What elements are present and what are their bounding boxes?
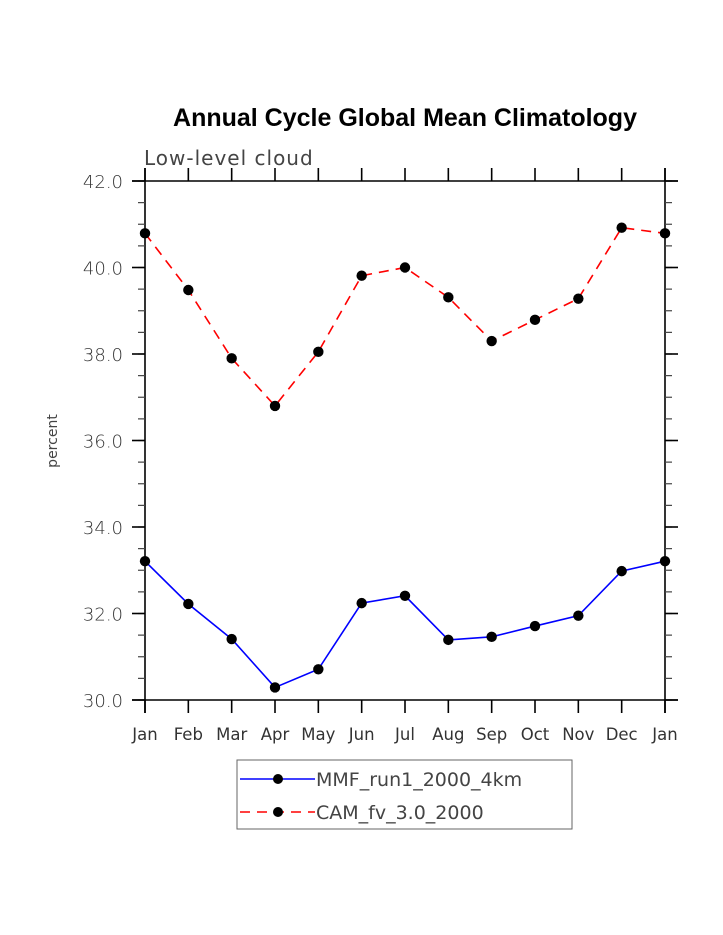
data-point — [183, 284, 194, 296]
axes: Jan Feb Mar Apr May Jun Jul Aug Sep Oct Nov Dec Jan 3… — [83, 168, 678, 744]
data-point — [616, 565, 627, 577]
y-tick-label: 34.0 — [83, 518, 123, 539]
x-tick-label: Oct — [521, 725, 550, 744]
x-tick-label: Aug — [432, 725, 464, 744]
x-tick-label: Jul — [394, 725, 415, 744]
data-point — [659, 228, 671, 239]
legend: MMF_run1_2000_4km CAM_fv_3.0_2000 — [236, 759, 573, 830]
x-tick-label: Nov — [562, 725, 594, 744]
data-point — [443, 634, 454, 646]
data-point — [529, 314, 541, 326]
data-point — [486, 335, 497, 347]
data-point — [269, 682, 281, 693]
legend-label-mmf: MMF_run1_2000_4km — [316, 769, 522, 791]
x-tick-label: Sep — [476, 725, 507, 744]
data-point — [226, 353, 237, 364]
x-tick-label: Jan — [131, 725, 157, 744]
series-line — [144, 560, 666, 689]
legend-marker-cam — [273, 807, 283, 817]
x-tick-label: Jan — [651, 725, 677, 744]
data-point — [313, 346, 324, 358]
y-tick-label: 38.0 — [83, 345, 123, 366]
data-point — [486, 631, 497, 643]
legend-label-cam: CAM_fv_3.0_2000 — [316, 802, 484, 824]
x-tick-label: Dec — [606, 725, 638, 744]
data-point — [356, 597, 367, 609]
data-point — [616, 222, 627, 233]
x-tick-label: Feb — [174, 725, 203, 744]
y-tick-label: 32.0 — [83, 605, 123, 626]
data-point — [356, 270, 367, 281]
y-tick-label: 40.0 — [83, 259, 123, 280]
data-point — [443, 292, 454, 303]
data-point — [573, 293, 584, 304]
data-point — [573, 610, 584, 621]
data-point — [269, 400, 281, 412]
y-tick-label: 30.0 — [83, 691, 123, 712]
x-tick-label: Mar — [216, 725, 247, 744]
y-axis-label: percent — [45, 414, 61, 468]
data-point — [399, 262, 411, 273]
legend-marker-mmf — [273, 774, 283, 784]
chart-subtitle: Low-level cloud — [144, 146, 314, 170]
y-tick-label: 42.0 — [83, 172, 123, 193]
data-point — [183, 598, 194, 610]
data-point — [659, 555, 671, 567]
data-point — [139, 555, 151, 567]
series-line — [144, 226, 666, 408]
x-tick-label: Apr — [261, 725, 290, 744]
series-layer — [139, 222, 671, 693]
data-point — [399, 590, 411, 601]
data-point — [226, 633, 237, 645]
data-point — [529, 620, 541, 632]
data-point — [313, 664, 324, 675]
series-MMF_run1_2000_4km — [139, 555, 671, 693]
x-tick-label: Jun — [348, 725, 375, 744]
legend-box — [236, 759, 573, 830]
x-tick-label: May — [301, 725, 335, 744]
chart-title: Annual Cycle Global Mean Climatology — [173, 104, 637, 132]
y-tick-label: 36.0 — [83, 432, 123, 453]
series-CAM_fv_3.0_2000 — [139, 222, 671, 412]
data-point — [139, 228, 151, 239]
